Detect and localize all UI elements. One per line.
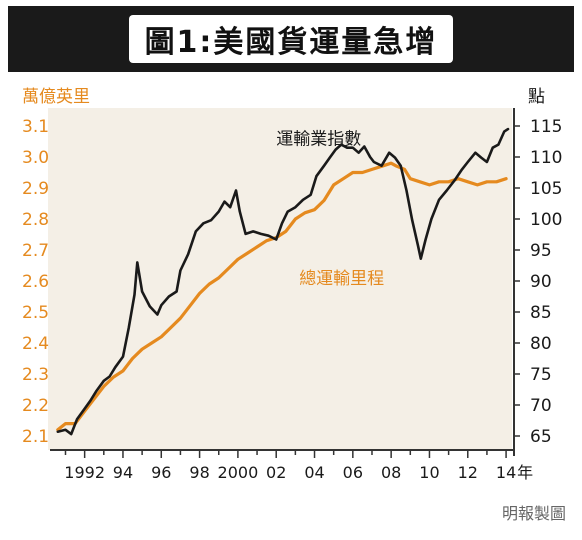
right-tick-label: 75 bbox=[530, 365, 552, 385]
right-tick-label: 80 bbox=[530, 334, 552, 354]
right-tick-label: 100 bbox=[530, 210, 562, 230]
x-tick-label: 2000 bbox=[218, 463, 259, 482]
x-axis-unit-suffix: 年 bbox=[517, 463, 533, 482]
left-axis-unit: 萬億英里 bbox=[22, 87, 90, 107]
title-bar: 圖1:美國貨運量急增 bbox=[8, 6, 574, 72]
right-tick-label: 85 bbox=[530, 303, 552, 323]
x-tick-label: 08 bbox=[381, 463, 401, 482]
chart-title: 圖1:美國貨運量急增 bbox=[128, 15, 454, 63]
x-tick-label: 98 bbox=[189, 463, 209, 482]
right-tick-label: 110 bbox=[530, 148, 562, 168]
left-tick-label: 2.9 bbox=[22, 179, 49, 199]
right-tick-label: 95 bbox=[530, 241, 552, 261]
x-tick-label: 10 bbox=[419, 463, 439, 482]
series-layer bbox=[56, 127, 510, 436]
x-axis: 1992 94 96 98 2000 02 04 06 08 10 12 14 年 bbox=[64, 450, 533, 482]
left-tick-label: 2.7 bbox=[22, 241, 49, 261]
x-tick-label: 04 bbox=[304, 463, 324, 482]
x-tick-label: 1992 bbox=[64, 463, 105, 482]
series-annotation: 運輸業指數 bbox=[276, 130, 361, 150]
x-tick-label: 94 bbox=[113, 463, 133, 482]
series-line-total-mileage bbox=[56, 161, 508, 432]
right-axis: 65 70 75 80 85 90 95 100 105 110 115 bbox=[514, 117, 562, 447]
right-tick-label: 65 bbox=[530, 427, 552, 447]
x-tick-label: 96 bbox=[151, 463, 171, 482]
left-tick-label: 2.2 bbox=[22, 396, 49, 416]
left-axis: 2.1 2.2 2.3 2.4 2.5 2.6 2.7 2.8 2.9 3.0 3.1 bbox=[22, 117, 49, 447]
series-line-transport-index bbox=[56, 127, 510, 436]
plot-area bbox=[48, 108, 512, 450]
x-tick-label: 12 bbox=[458, 463, 478, 482]
right-tick-label: 70 bbox=[530, 396, 552, 416]
x-tick-label: 14 bbox=[496, 463, 516, 482]
left-tick-label: 3.0 bbox=[22, 148, 49, 168]
left-tick-label: 2.4 bbox=[22, 334, 49, 354]
right-tick-label: 90 bbox=[530, 272, 552, 292]
left-tick-label: 2.3 bbox=[22, 365, 49, 385]
right-axis-unit: 點 bbox=[528, 87, 545, 107]
series-annotation: 總運輸里程 bbox=[299, 269, 384, 289]
right-tick-label: 115 bbox=[530, 117, 562, 137]
credit-text: 明報製圖 bbox=[501, 504, 566, 523]
right-tick-label: 105 bbox=[530, 179, 562, 199]
left-tick-label: 2.8 bbox=[22, 210, 49, 230]
x-tick-label: 02 bbox=[266, 463, 286, 482]
left-tick-label: 2.1 bbox=[22, 427, 49, 447]
left-tick-label: 3.1 bbox=[22, 117, 49, 137]
left-tick-label: 2.5 bbox=[22, 303, 49, 323]
x-tick-label: 06 bbox=[343, 463, 363, 482]
left-tick-label: 2.6 bbox=[22, 272, 49, 292]
